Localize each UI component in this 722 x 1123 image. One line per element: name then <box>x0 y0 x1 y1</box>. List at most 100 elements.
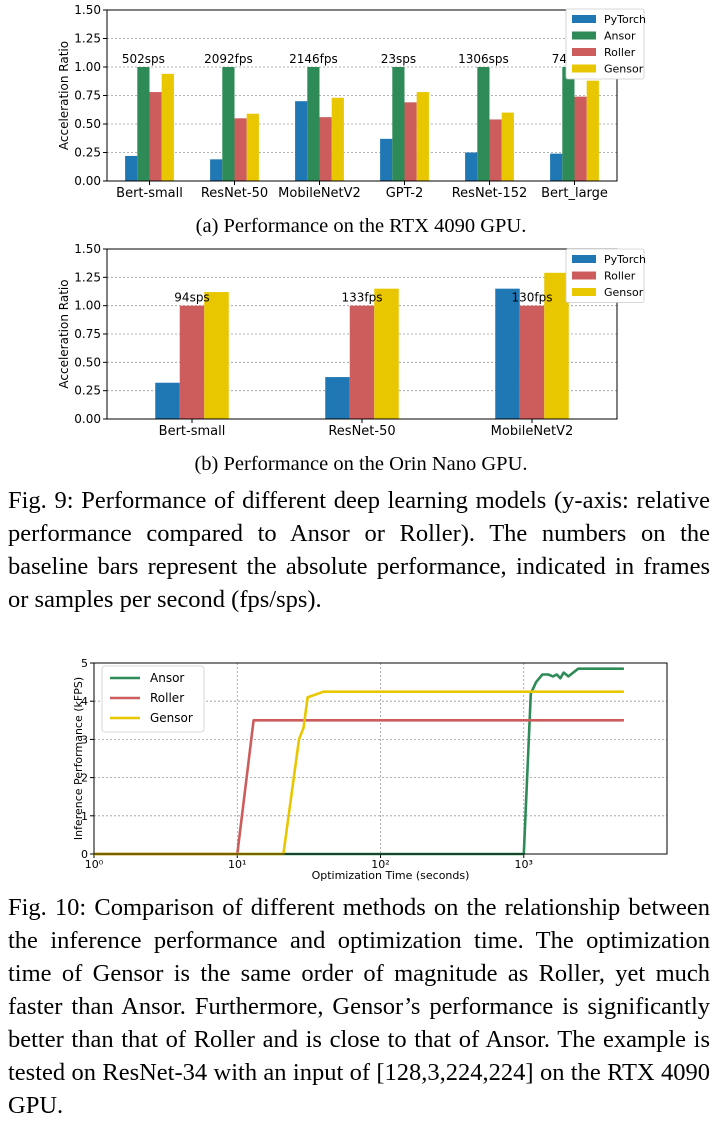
chart-orin-nano: 0.00 0.25 0.50 0.75 1.00 1.25 1.50 94sps 133fps 1… <box>57 242 646 439</box>
legend-swatch-gensor <box>572 288 596 296</box>
y-tick-label: 0.50 <box>74 355 101 369</box>
legend-label: Roller <box>150 691 184 705</box>
y-tick-label: 0.00 <box>74 174 101 188</box>
line-roller <box>94 719 624 856</box>
y-tick-label: 1.00 <box>74 299 101 313</box>
legend-label: Gensor <box>150 711 193 725</box>
bar-pytorch <box>495 288 520 419</box>
legend-label: Gensor <box>604 286 644 299</box>
legend-label: PyTorch <box>604 13 646 26</box>
x-tick-label: 10¹ <box>228 858 246 871</box>
bar-pytorch <box>295 101 308 181</box>
x-tick-label: MobileNetV2 <box>491 424 574 439</box>
bar-pytorch <box>550 153 563 181</box>
legend-swatch-pytorch <box>572 15 596 23</box>
bar-pytorch <box>380 138 393 181</box>
subcaption-a: (a) Performance on the RTX 4090 GPU. <box>195 215 527 237</box>
x-tick-label: Bert-small <box>159 424 226 439</box>
y-tick-label: 1.25 <box>74 270 101 284</box>
y-axis-label: Acceleration Ratio <box>57 41 71 150</box>
y-tick-label: 1.25 <box>74 32 101 46</box>
bar-annotation: 502sps <box>122 52 165 66</box>
bar-ansor <box>137 67 150 181</box>
bar-ansor <box>477 67 490 181</box>
y-tick-label: 0.00 <box>74 412 101 426</box>
bar-roller <box>519 305 545 419</box>
plot-frame <box>93 662 668 855</box>
bar-ansor <box>392 67 405 181</box>
bar-gensor <box>586 80 599 181</box>
legend-label: Roller <box>604 270 636 283</box>
bar-gensor <box>331 97 344 181</box>
bar-annotation: 2146fps <box>289 52 338 66</box>
bar-annotation: 130fps <box>512 291 553 305</box>
bar-annotation: 94sps <box>174 291 209 305</box>
x-tick-label: Bert-small <box>116 186 183 201</box>
bar-roller <box>234 118 247 181</box>
bar-ansor <box>307 67 320 181</box>
y-tick-label: 0.50 <box>74 117 101 131</box>
legend-label: Roller <box>604 46 636 59</box>
bar-roller <box>319 117 332 181</box>
y-tick-label: 0 <box>81 848 88 861</box>
legend-swatch-pytorch <box>572 255 596 263</box>
legend-box <box>101 665 205 733</box>
y-axis-label: Acceleration Ratio <box>57 279 71 388</box>
y-tick-label: 1.00 <box>74 60 101 74</box>
bar-annotation: 2092fps <box>204 52 253 66</box>
figure-9-caption: Fig. 9: Performance of different deep le… <box>8 487 710 613</box>
x-tick-label: ResNet-152 <box>452 186 528 201</box>
bar-gensor <box>246 113 259 181</box>
bar-roller <box>349 305 375 419</box>
y-tick-label: 3 <box>81 733 88 746</box>
y-tick-label: 5 <box>81 657 88 670</box>
legend-swatch-ansor <box>572 31 596 40</box>
bar-gensor <box>416 92 429 181</box>
chart-rtx4090: 0.00 0.25 0.50 0.75 1.00 1.25 1.50 502sps 2092fp… <box>57 3 646 201</box>
x-tick-label: 10⁰ <box>85 858 104 871</box>
bar-pytorch <box>465 152 478 181</box>
bar-annotation: 1306sps <box>458 52 509 66</box>
x-axis-label: Optimization Time (seconds) <box>312 869 470 882</box>
bar-gensor <box>161 73 174 181</box>
y-tick-label: 1.50 <box>74 242 101 256</box>
legend-label: Gensor <box>604 63 644 76</box>
bar-pytorch <box>210 159 223 181</box>
x-tick-label: MobileNetV2 <box>278 186 361 201</box>
bar-roller <box>489 119 502 181</box>
bar-pytorch <box>325 377 350 419</box>
bar-ansor <box>222 67 235 181</box>
bar-roller <box>404 102 417 181</box>
bar-roller <box>149 92 162 181</box>
legend-box <box>565 8 645 80</box>
y-axis-label: Inference Performance (kFPS) <box>72 677 85 840</box>
y-tick-label: 1.50 <box>74 3 101 17</box>
bar-pytorch <box>155 382 180 419</box>
legend-swatch-roller <box>572 48 596 56</box>
y-tick-label: 4 <box>81 695 88 708</box>
x-tick-label: 10² <box>371 858 389 871</box>
legend-swatch-roller <box>572 271 596 280</box>
y-tick-label: 0.75 <box>74 89 101 103</box>
bar-roller <box>179 305 205 419</box>
bar-gensor <box>544 272 569 419</box>
bar-ansor <box>562 67 575 181</box>
bar-annotation: 23sps <box>381 52 416 66</box>
y-tick-label: 0.25 <box>74 146 101 160</box>
legend-label: Ansor <box>150 671 184 685</box>
subcaption-b: (b) Performance on the Orin Nano GPU. <box>194 453 528 475</box>
legend-label: Ansor <box>604 30 636 43</box>
bar-pytorch <box>125 155 138 181</box>
x-tick-label: ResNet-50 <box>328 424 395 439</box>
x-tick-label: ResNet-50 <box>201 186 268 201</box>
figure-10-caption: Fig. 10: Comparison of different methods… <box>8 894 710 1119</box>
bar-gensor <box>501 112 514 181</box>
bar-annotation: 133fps <box>342 291 383 305</box>
legend-label: PyTorch <box>604 253 646 266</box>
plot-frame <box>106 9 618 182</box>
plot-frame <box>106 248 618 420</box>
bar-roller <box>574 96 587 181</box>
y-tick-label: 0.25 <box>74 384 101 398</box>
y-tick-label: 0.75 <box>74 327 101 341</box>
bar-gensor <box>204 292 229 419</box>
